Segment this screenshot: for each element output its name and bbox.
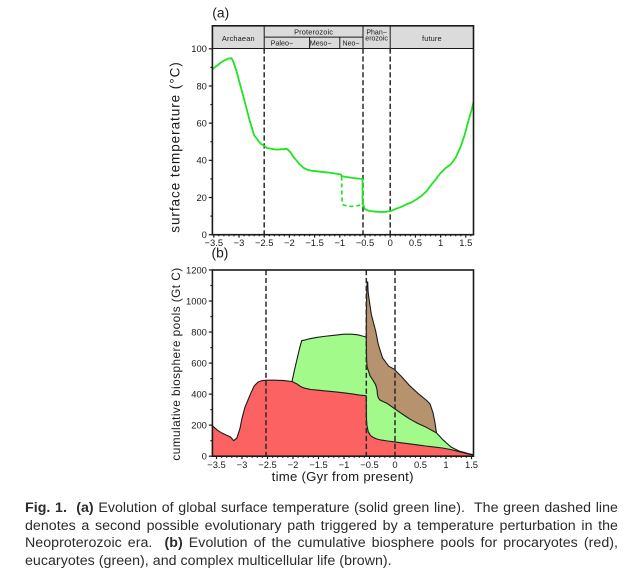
svg-text:Neo−: Neo− [343, 40, 360, 47]
svg-text:−2.5: −2.5 [258, 459, 277, 470]
svg-text:(a): (a) [212, 5, 229, 20]
svg-text:1.5: 1.5 [459, 237, 472, 248]
svg-text:erozoic: erozoic [365, 36, 388, 43]
svg-text:0: 0 [202, 451, 207, 462]
svg-text:Proterozoic: Proterozoic [294, 27, 333, 36]
svg-text:Meso−: Meso− [310, 38, 332, 47]
svg-text:0: 0 [202, 229, 207, 240]
svg-text:600: 600 [191, 357, 207, 368]
svg-text:800: 800 [191, 326, 207, 337]
svg-text:−3: −3 [237, 459, 248, 470]
svg-text:1: 1 [438, 237, 443, 248]
svg-text:−3.5: −3.5 [205, 237, 224, 248]
svg-text:−2: −2 [288, 459, 299, 470]
svg-text:1: 1 [443, 459, 448, 470]
svg-text:1.5: 1.5 [465, 459, 478, 470]
svg-text:Phan−: Phan− [366, 29, 386, 36]
svg-text:1000: 1000 [186, 295, 207, 306]
svg-text:−0.5: −0.5 [356, 237, 375, 248]
svg-text:400: 400 [191, 388, 207, 399]
svg-text:−0.5: −0.5 [360, 459, 379, 470]
svg-text:−1: −1 [334, 237, 345, 248]
svg-text:80: 80 [196, 80, 206, 91]
svg-text:−1.5: −1.5 [309, 459, 328, 470]
svg-text:0.5: 0.5 [409, 237, 422, 248]
svg-text:time (Gyr from present): time (Gyr from present) [272, 469, 414, 484]
svg-text:−2.5: −2.5 [255, 237, 274, 248]
svg-text:cumulative biosphere pools (Gt: cumulative biosphere pools (Gt C) [169, 267, 183, 460]
svg-text:0: 0 [392, 459, 397, 470]
svg-text:60: 60 [196, 118, 206, 129]
svg-text:1200: 1200 [186, 264, 207, 275]
svg-text:−3: −3 [234, 237, 245, 248]
svg-text:Paleo−: Paleo− [271, 38, 294, 47]
svg-text:surface temperature (°C): surface temperature (°C) [168, 61, 183, 233]
svg-text:(b): (b) [212, 246, 229, 261]
svg-text:0: 0 [388, 237, 393, 248]
svg-text:−1: −1 [339, 459, 350, 470]
svg-text:future: future [422, 34, 442, 43]
svg-text:40: 40 [196, 155, 206, 166]
svg-text:−1.5: −1.5 [305, 237, 324, 248]
svg-text:100: 100 [191, 43, 207, 54]
svg-text:−2: −2 [284, 237, 295, 248]
svg-text:Archaean: Archaean [222, 34, 255, 43]
svg-text:−3.5: −3.5 [207, 459, 226, 470]
svg-text:200: 200 [191, 420, 207, 431]
svg-text:20: 20 [196, 192, 206, 203]
svg-text:0.5: 0.5 [414, 459, 427, 470]
